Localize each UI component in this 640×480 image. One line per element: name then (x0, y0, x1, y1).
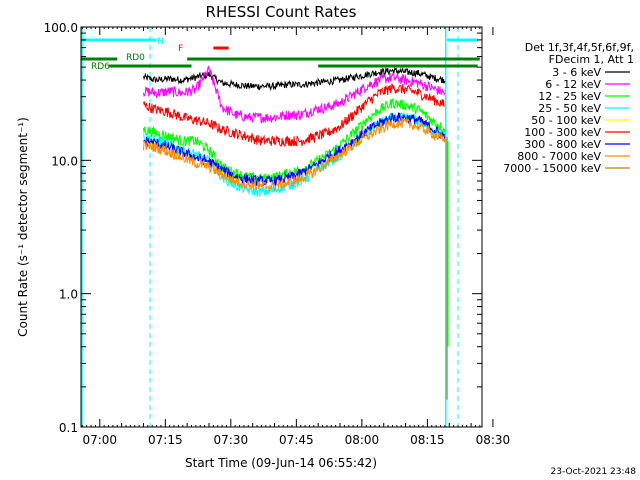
series-line-3-6kev (143, 67, 446, 92)
x-tick-label: 07:00 (82, 433, 117, 447)
series-line-25-50kev (143, 111, 446, 197)
x-axis: 07:00 07:15 07:30 07:45 08:00 08:15 08:30 (81, 27, 511, 447)
legend-entry-label: 3 - 6 keV (552, 66, 601, 79)
annotation-rd6: RD6 (91, 62, 110, 72)
chart-title: RHESSI Count Rates (206, 3, 357, 21)
annotation-f: F (178, 44, 183, 54)
legend-entry-label: 300 - 800 keV (524, 138, 601, 151)
x-tick-label: 08:15 (410, 433, 445, 447)
x-tick-label: 07:45 (279, 433, 314, 447)
series-line-12-25kev (143, 98, 446, 183)
y-tick-label: 10.0 (51, 154, 78, 168)
plot-frame (80, 26, 483, 428)
legend-entry-label: 800 - 7000 keV (517, 150, 601, 163)
legend-header: Det 1f,3f,4f,5f,6f,9f, (525, 41, 634, 54)
series-line-6-12kev (143, 65, 446, 124)
legend-entry-label: 6 - 12 keV (545, 78, 601, 91)
x-axis-label: Start Time (09-Jun-14 06:55:42) (185, 456, 377, 470)
x-tick-label: 07:15 (148, 433, 183, 447)
plot-area: N F RD0 RD6 (81, 27, 480, 427)
series-line-300-800kev (143, 112, 446, 187)
annotation-n: N (157, 37, 164, 47)
y-tick-label: 100.0 (44, 21, 78, 35)
series-line-800-7000kev (143, 117, 446, 192)
annotation-rd0: RD0 (126, 53, 145, 63)
y-tick-label: 0.1 (59, 421, 78, 435)
legend-entry-label: 100 - 300 keV (524, 126, 601, 139)
x-tick-label: 07:30 (214, 433, 249, 447)
y-tick-label: 1.0 (59, 288, 78, 302)
legend-header: FDecim 1, Att 1 (549, 53, 634, 66)
x-tick-label: 08:30 (476, 433, 511, 447)
legend-entry-label: 25 - 50 keV (538, 102, 601, 115)
legend-entry-label: 50 - 100 keV (531, 114, 601, 127)
legend-entry-label: 12 - 25 keV (538, 90, 601, 103)
legend: Det 1f,3f,4f,5f,6f,9f,FDecim 1, Att 13 -… (503, 41, 634, 175)
y-axis-label: Count Rate (s⁻¹ detector segment⁻¹) (16, 117, 30, 337)
series-line-100-300kev (143, 83, 445, 147)
x-tick-label: 08:00 (345, 433, 380, 447)
footer-timestamp: 23-Oct-2021 23:48 (551, 467, 637, 477)
legend-entry-label: 7000 - 15000 keV (503, 162, 601, 175)
y-axis: 0.1 1.0 10.0 100.0 (44, 21, 482, 435)
